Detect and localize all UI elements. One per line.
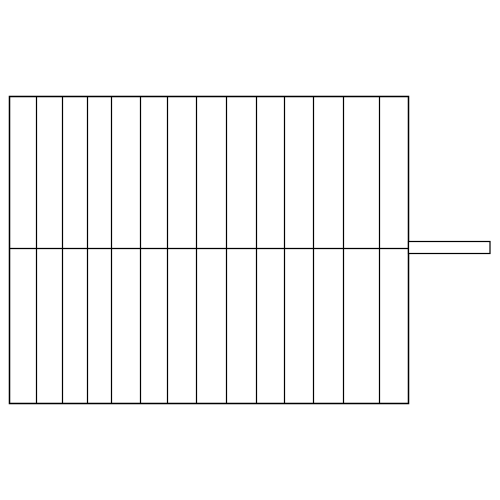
grid-frame <box>8 95 410 405</box>
grid-body <box>8 95 410 405</box>
grid-handle <box>407 240 491 255</box>
handle-bar <box>407 240 491 255</box>
